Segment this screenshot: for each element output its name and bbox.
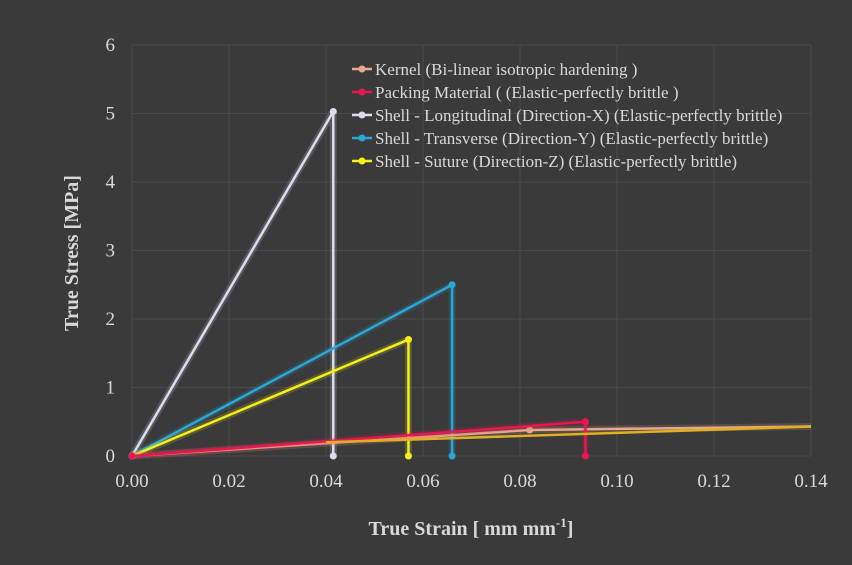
x-tick-label: 0.08 [503, 471, 536, 492]
legend-entry: Shell - Longitudinal (Direction-X) (Elas… [375, 106, 782, 125]
x-axis-label-end: ] [567, 518, 574, 540]
y-tick-label: 2 [106, 309, 116, 330]
overlay-line [325, 425, 812, 444]
data-point [128, 452, 136, 460]
data-point [581, 418, 589, 426]
legend-entry: Kernel (Bi-linear isotropic hardening ) [375, 60, 637, 79]
y-tick-label: 4 [106, 172, 116, 193]
x-tick-label: 0.02 [212, 471, 245, 492]
data-point [329, 452, 337, 460]
legend-swatch-marker [358, 88, 366, 96]
data-point [404, 452, 412, 460]
data-point [404, 336, 412, 344]
data-point [526, 426, 534, 434]
y-tick-label: 1 [106, 378, 116, 399]
legend-swatch-marker [358, 111, 366, 119]
legend-swatch-marker [358, 157, 366, 165]
legend-entry: Shell - Suture (Direction-Z) (Elastic-pe… [375, 152, 737, 171]
y-tick-label: 6 [106, 35, 116, 56]
data-point [448, 281, 456, 289]
legend-swatch-marker [358, 65, 366, 73]
tick-labels: 0.00 0.02 0.04 0.06 0.08 0.10 0.12 0.14 0 1 2 3 4 5 6 [106, 35, 829, 492]
series-group [128, 107, 812, 460]
legend-swatch-marker [358, 134, 366, 142]
data-point [329, 107, 337, 115]
data-point [581, 452, 589, 460]
x-axis-label-main: True Strain [ mm mm [369, 518, 557, 540]
y-axis-label: True Stress [MPa] [61, 175, 83, 331]
legend-entry: Packing Material ( (Elastic-perfectly br… [375, 83, 679, 102]
y-tick-label: 3 [106, 241, 116, 262]
x-tick-label: 0.14 [794, 471, 828, 492]
x-tick-label: 0.04 [309, 471, 343, 492]
x-axis-label: True Strain [ mm mm-1] [369, 515, 574, 540]
x-tick-label: 0.00 [115, 471, 148, 492]
y-tick-label: 0 [106, 446, 116, 467]
x-tick-label: 0.06 [406, 471, 439, 492]
y-tick-label: 5 [106, 104, 116, 125]
legend-entry: Shell - Transverse (Direction-Y) (Elasti… [375, 129, 768, 148]
x-tick-label: 0.10 [600, 471, 633, 492]
legend: Kernel (Bi-linear isotropic hardening ) P… [352, 60, 782, 171]
x-axis-label-superscript: -1 [556, 515, 567, 530]
x-tick-label: 0.12 [697, 471, 730, 492]
grid-lines [131, 44, 812, 457]
data-point [448, 452, 456, 460]
